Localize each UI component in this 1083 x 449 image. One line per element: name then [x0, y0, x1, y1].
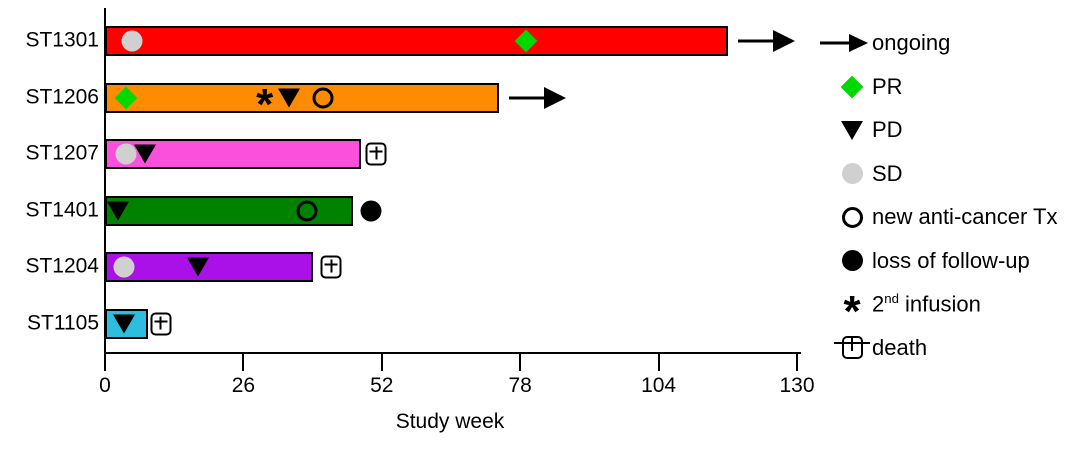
sd-marker: [115, 143, 137, 165]
legend-label: loss of follow-up: [872, 247, 1030, 273]
legend: ongoing PR PD SD new anti-cancer Tx loss of f…: [820, 0, 1082, 449]
second-infusion-asterisk-icon: *: [832, 282, 872, 333]
legend-label: PD: [872, 117, 903, 142]
ongoing-arrow: [508, 86, 566, 109]
patient-label: ST1301: [25, 28, 99, 52]
loss-of-follow-up-marker: [360, 200, 382, 222]
legend-item: ongoing: [820, 26, 950, 60]
x-axis-tick-label: 0: [99, 374, 111, 397]
legend-label-superscript: nd: [884, 290, 899, 306]
pd-marker: [841, 120, 863, 140]
pr-diamond-icon: [832, 75, 872, 98]
pr-marker: [840, 75, 864, 98]
sd-marker: [121, 30, 143, 52]
x-axis-line: [104, 352, 801, 354]
death-marker: [320, 255, 342, 279]
pd-marker: [112, 314, 135, 334]
x-axis-tick: [104, 352, 106, 371]
sd-marker: [841, 163, 863, 184]
pd-marker: [277, 88, 300, 108]
pd-marker: [107, 201, 130, 221]
x-axis-tick-label: 52: [370, 374, 394, 397]
legend-label: ongoing: [872, 30, 951, 55]
x-axis-tick-label: 104: [641, 374, 677, 397]
legend-label: SD: [872, 160, 903, 186]
patient-label: ST1105: [27, 311, 99, 335]
new-anti-cancer-tx-marker: [841, 206, 863, 228]
new-anti-cancer-tx-marker: [312, 87, 334, 109]
death-cross-vertical: [159, 316, 162, 330]
pd-marker: [187, 257, 210, 277]
legend-item: death: [820, 331, 927, 365]
x-axis-tick: [657, 352, 660, 371]
x-axis-tick: [796, 352, 798, 371]
death-cross-vertical: [851, 338, 853, 351]
patient-duration-bar: [105, 82, 499, 113]
legend-item: PR: [820, 70, 903, 104]
death-cross-vertical: [330, 259, 333, 273]
patient-label: ST1206: [25, 85, 99, 109]
x-axis-tick-label: 78: [508, 374, 532, 397]
death-marker: [150, 312, 172, 336]
legend-label: PR: [872, 73, 903, 99]
death-marker: [365, 142, 387, 166]
loss-of-follow-up-circle-icon: [832, 250, 872, 271]
pd-triangle-icon: [832, 120, 872, 140]
x-axis-tick-label: 130: [779, 374, 815, 397]
pd-marker: [133, 144, 156, 164]
legend-item: PD: [820, 113, 903, 147]
death-cross-horizontal: [369, 150, 383, 153]
death-cross-horizontal: [154, 320, 168, 323]
x-axis-title: Study week: [395, 410, 505, 433]
ongoing-arrow-glyph: [820, 34, 868, 52]
death-cross-horizontal: [324, 263, 338, 266]
ongoing-arrow: [737, 30, 795, 52]
x-axis-tick: [519, 352, 522, 371]
patient-duration-bar: [105, 26, 728, 56]
death-marker: [834, 336, 870, 359]
legend-item: SD: [820, 157, 903, 191]
legend-item: * 2nd infusion: [820, 287, 981, 333]
sd-marker: [113, 256, 135, 278]
patient-label: ST1207: [25, 141, 99, 165]
x-axis-tick-label: 26: [231, 374, 256, 397]
second-infusion-marker: *: [256, 79, 274, 129]
x-axis-tick: [242, 352, 245, 371]
death-box-icon: [832, 336, 872, 359]
legend-label: new anti-cancer Tx: [872, 204, 1058, 229]
legend-item: new anti-cancer Tx: [820, 200, 1057, 234]
ongoing-arrow-icon: [820, 33, 872, 53]
sd-circle-icon: [832, 163, 872, 184]
death-cross-horizontal: [834, 342, 870, 344]
patient-duration-bar: [105, 139, 361, 170]
legend-label: death: [872, 334, 928, 360]
patient-label: ST1401: [25, 198, 99, 222]
death-cross-vertical: [375, 146, 378, 160]
loss-of-follow-up-marker: [841, 250, 863, 271]
patient-label: ST1204: [25, 254, 99, 278]
y-axis-line: [104, 8, 106, 354]
second-infusion-marker: *: [843, 286, 861, 336]
x-axis-tick: [380, 352, 383, 371]
legend-label: 2nd infusion: [872, 290, 981, 317]
legend-item: loss of follow-up: [820, 244, 1030, 278]
new-anti-cancer-tx-marker: [296, 200, 318, 222]
new-anti-cancer-tx-circle-icon: [832, 206, 872, 228]
